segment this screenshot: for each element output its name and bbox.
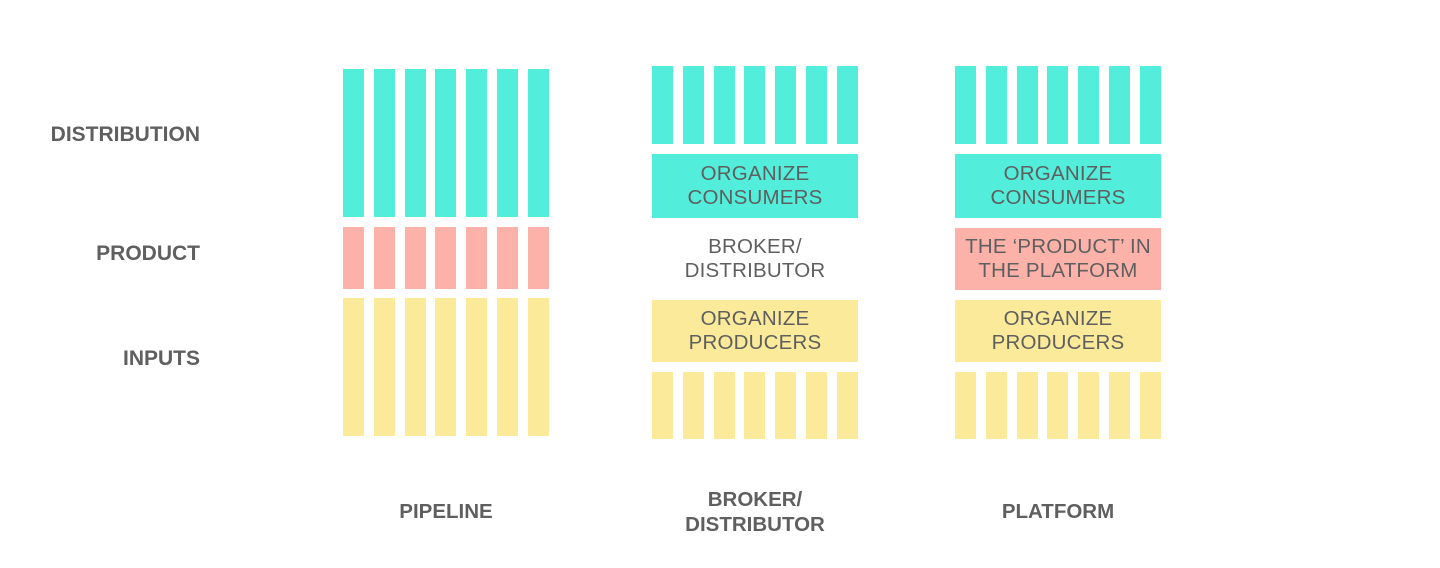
- platform-distribution-bar: [1109, 66, 1130, 144]
- broker-inputs-bar: [683, 372, 704, 439]
- pipeline-inputs-bars: [343, 298, 549, 436]
- platform-inputs-bar: [1017, 372, 1038, 439]
- pipeline-distribution-bar: [343, 69, 364, 217]
- platform-organize-producers-box: ORGANIZE PRODUCERS: [955, 300, 1161, 362]
- broker-inputs-bar: [806, 372, 827, 439]
- row-label-inputs: INPUTS: [122, 347, 200, 370]
- pipeline-product-bars: [343, 227, 549, 289]
- pipeline-product-bar: [528, 227, 549, 289]
- row-label-product: PRODUCT: [96, 242, 200, 265]
- column-label-platform: PLATFORM: [1001, 500, 1115, 523]
- broker-distribution-bar: [744, 66, 765, 144]
- pipeline-product-bar: [374, 227, 395, 289]
- pipeline-distribution-bar: [466, 69, 487, 217]
- platform-distribution-bar: [1078, 66, 1099, 144]
- column-label-broker: BROKER/ DISTRIBUTOR: [685, 488, 825, 536]
- platform-product-text: THE ‘PRODUCT’ IN THE PLATFORM: [965, 234, 1151, 283]
- broker-inputs-bar: [775, 372, 796, 439]
- platform-distribution-bar: [955, 66, 976, 144]
- broker-organize-producers-text: ORGANIZE PRODUCERS: [688, 306, 822, 355]
- pipeline-inputs-bar: [405, 298, 426, 436]
- platform-distribution-bar: [986, 66, 1007, 144]
- broker-middle-text-box: BROKER/ DISTRIBUTOR: [652, 232, 858, 286]
- platform-product-box: THE ‘PRODUCT’ IN THE PLATFORM: [955, 228, 1161, 290]
- pipeline-inputs-bar: [435, 298, 456, 436]
- broker-inputs-bar: [714, 372, 735, 439]
- broker-organize-producers-box: ORGANIZE PRODUCERS: [652, 300, 858, 362]
- platform-organize-consumers-text: ORGANIZE CONSUMERS: [990, 161, 1126, 210]
- pipeline-distribution-bar: [497, 69, 518, 217]
- broker-inputs-bar: [837, 372, 858, 439]
- platform-distribution-bar: [1017, 66, 1038, 144]
- broker-distribution-bar: [837, 66, 858, 144]
- broker-organize-consumers-box: ORGANIZE CONSUMERS: [652, 154, 858, 218]
- pipeline-inputs-bar: [374, 298, 395, 436]
- platform-inputs-bar: [1109, 372, 1130, 439]
- broker-organize-consumers-text: ORGANIZE CONSUMERS: [687, 161, 823, 210]
- platform-distribution-bars: [955, 66, 1161, 144]
- broker-inputs-bars: [652, 372, 858, 439]
- pipeline-inputs-bar: [466, 298, 487, 436]
- platform-distribution-bar: [1140, 66, 1161, 144]
- pipeline-product-bar: [466, 227, 487, 289]
- broker-distribution-bar: [652, 66, 673, 144]
- platform-inputs-bars: [955, 372, 1161, 439]
- broker-distribution-bar: [806, 66, 827, 144]
- column-label-pipeline: PIPELINE: [399, 500, 493, 523]
- broker-distribution-bar: [714, 66, 735, 144]
- pipeline-distribution-bar: [528, 69, 549, 217]
- platform-inputs-bar: [955, 372, 976, 439]
- platform-organize-producers-text: ORGANIZE PRODUCERS: [991, 306, 1125, 355]
- pipeline-product-bar: [435, 227, 456, 289]
- pipeline-distribution-bar: [405, 69, 426, 217]
- broker-inputs-bar: [652, 372, 673, 439]
- row-label-distribution: DISTRIBUTION: [50, 123, 200, 146]
- pipeline-distribution-bars: [343, 69, 549, 217]
- broker-distribution-bar: [775, 66, 796, 144]
- pipeline-product-bar: [497, 227, 518, 289]
- pipeline-inputs-bar: [528, 298, 549, 436]
- broker-distribution-bar: [683, 66, 704, 144]
- broker-inputs-bar: [744, 372, 765, 439]
- pipeline-inputs-bar: [497, 298, 518, 436]
- pipeline-inputs-bar: [343, 298, 364, 436]
- platform-inputs-bar: [1078, 372, 1099, 439]
- platform-distribution-bar: [1047, 66, 1068, 144]
- pipeline-distribution-bar: [374, 69, 395, 217]
- platform-organize-consumers-box: ORGANIZE CONSUMERS: [955, 154, 1161, 218]
- platform-inputs-bar: [986, 372, 1007, 439]
- broker-distribution-bars: [652, 66, 858, 144]
- broker-middle-text: BROKER/ DISTRIBUTOR: [684, 234, 826, 283]
- platform-inputs-bar: [1140, 372, 1161, 439]
- platform-inputs-bar: [1047, 372, 1068, 439]
- pipeline-product-bar: [343, 227, 364, 289]
- pipeline-distribution-bar: [435, 69, 456, 217]
- pipeline-product-bar: [405, 227, 426, 289]
